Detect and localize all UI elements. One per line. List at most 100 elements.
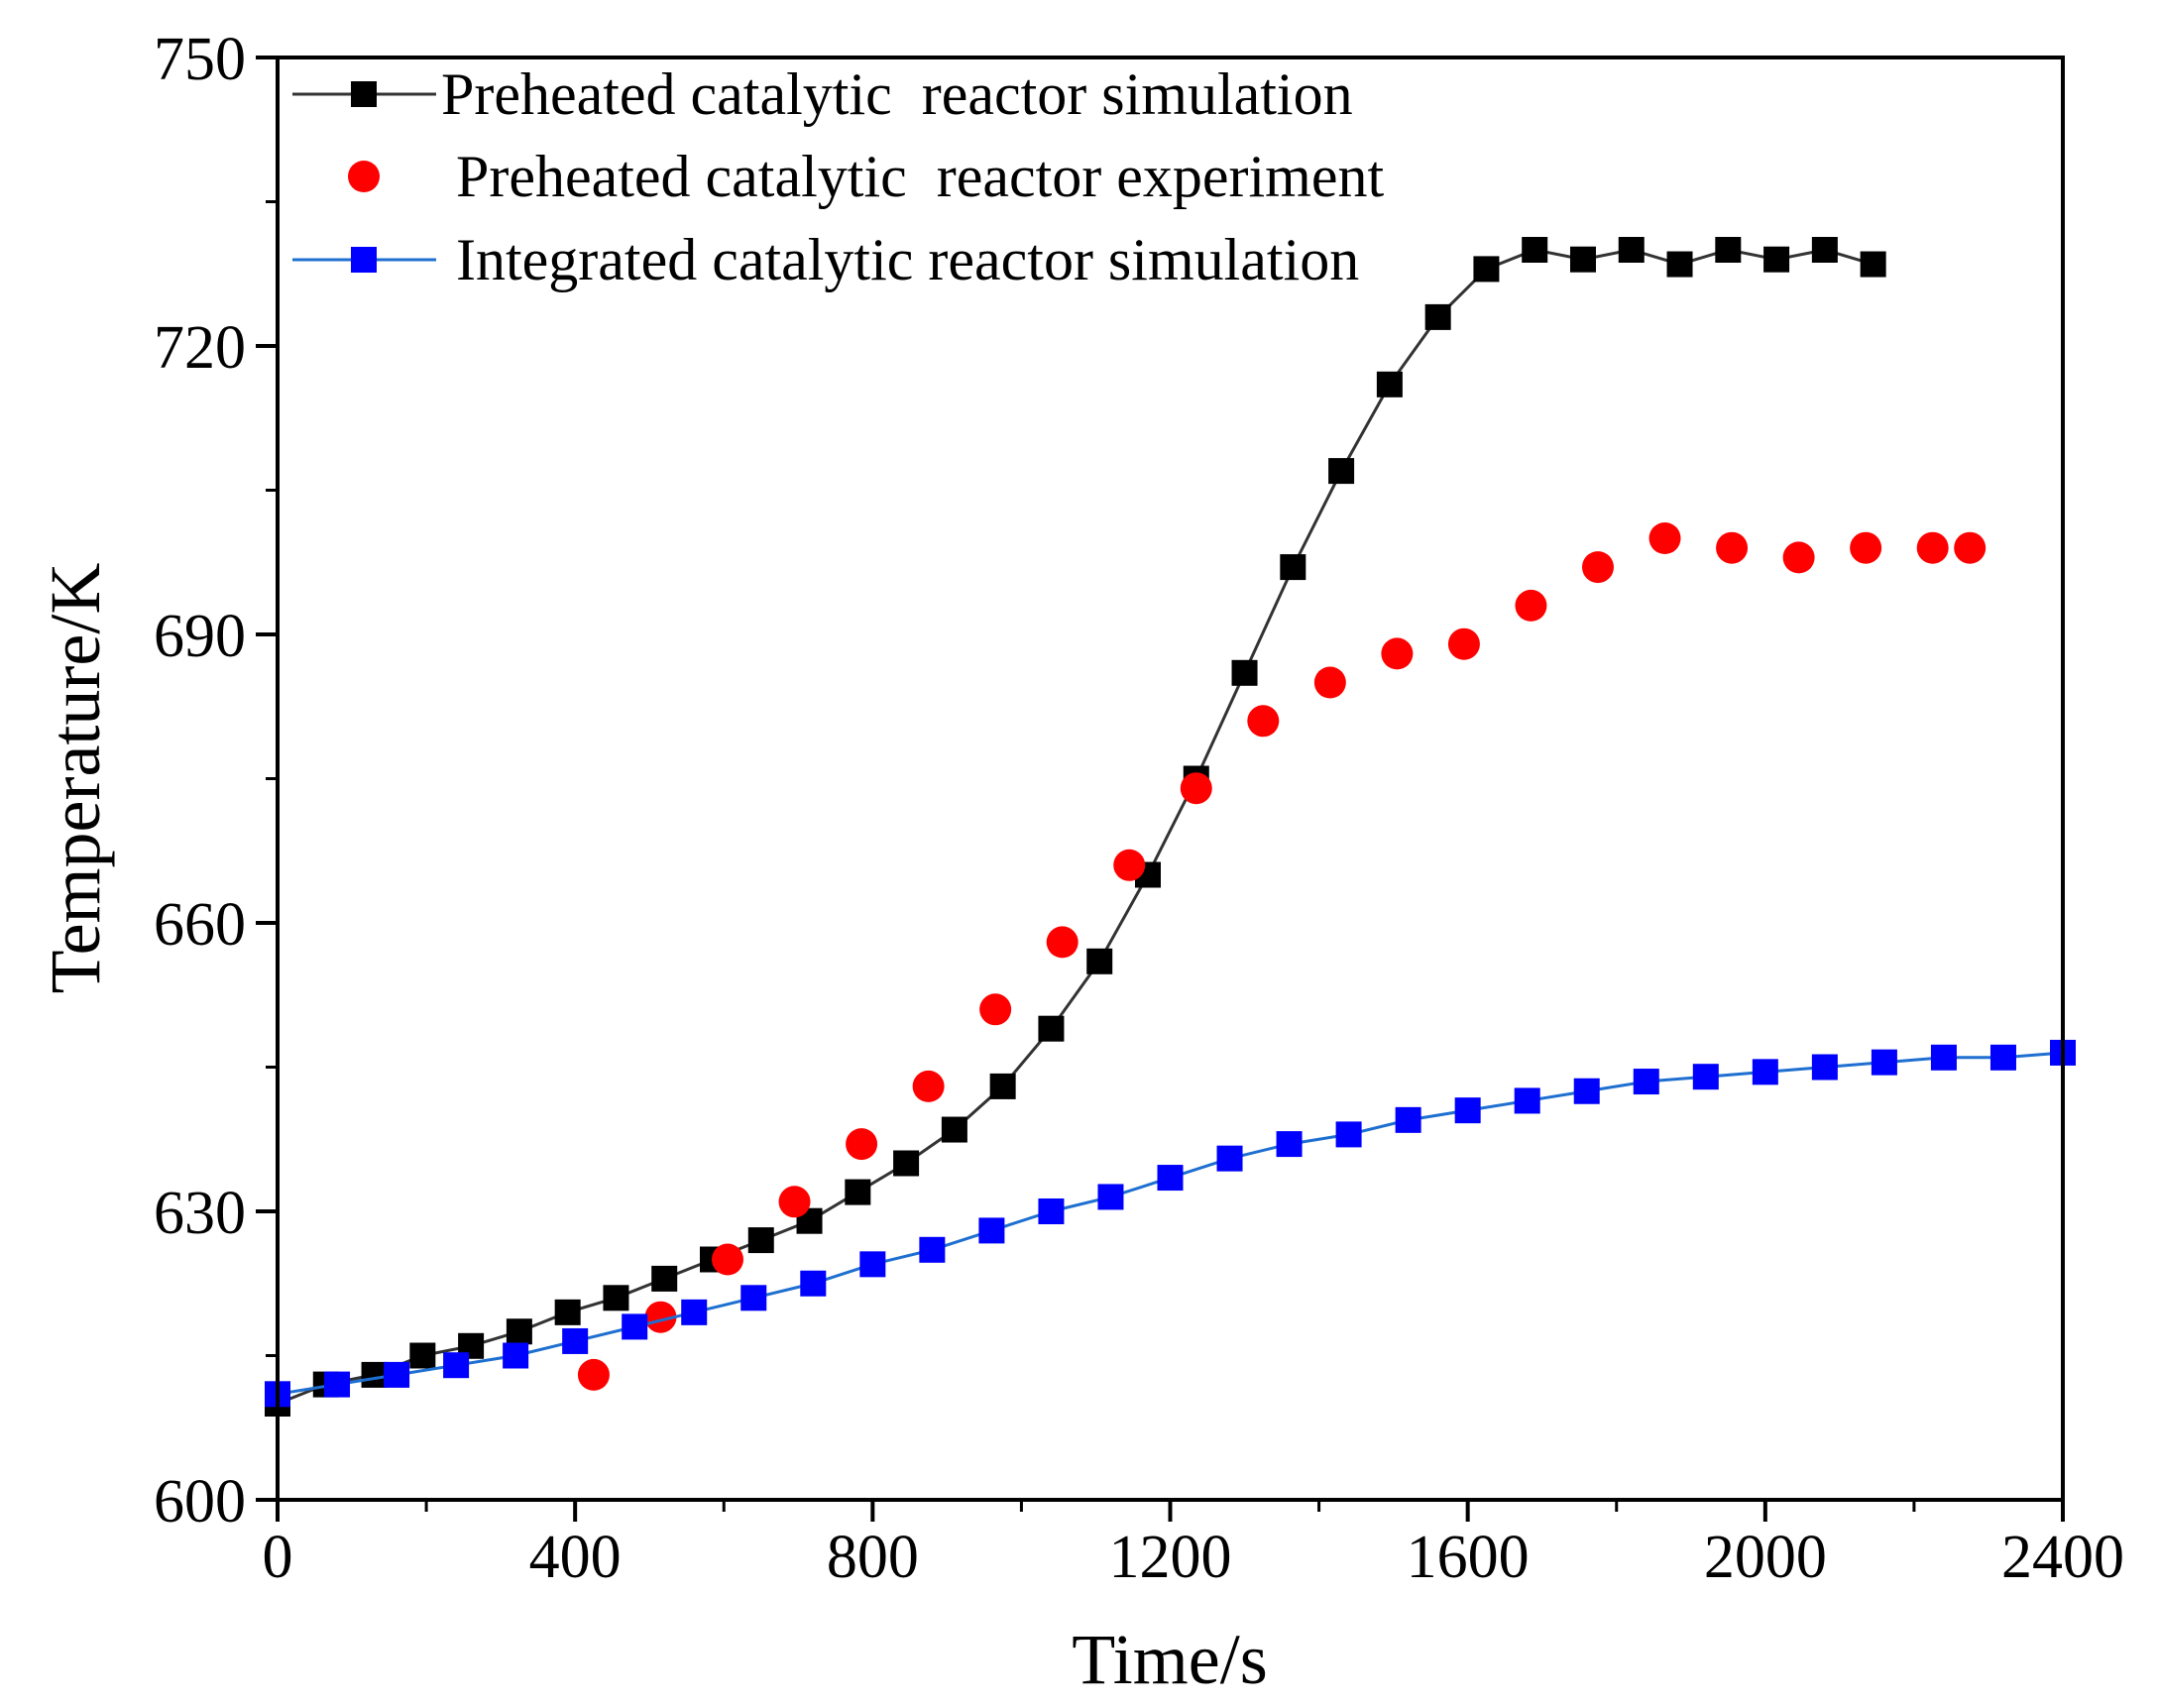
data-point [1038,1015,1065,1042]
data-point [1715,237,1742,263]
data-point [603,1285,629,1311]
data-point [1376,371,1403,398]
data-point [912,1070,945,1102]
data-point [1113,849,1146,881]
data-point [800,1270,827,1297]
data-point [1716,531,1749,564]
x-axis-label: Time/s [1072,1620,1267,1699]
data-point [747,1227,774,1254]
data-point [409,1342,436,1369]
data-point [1522,237,1548,263]
data-point [554,1299,581,1325]
data-point [1860,251,1886,278]
data-point [1216,1145,1243,1172]
legend-label: Preheated catalytic reactor experiment [456,144,1384,209]
legend: Preheated catalytic reactor simulation Pr… [292,61,1384,292]
data-point [1276,1131,1303,1158]
data-point [1633,1069,1659,1095]
data-point [846,1128,878,1161]
data-point [1648,522,1681,554]
legend-item: Preheated catalytic reactor experiment [348,144,1384,209]
y-axis-label: Temperature/K [36,563,115,994]
data-point [1752,1059,1778,1085]
y-tick-label: 750 [154,26,246,93]
x-tick-label: 2000 [1704,1524,1827,1591]
data-point [644,1301,677,1333]
data-point [1666,251,1693,278]
data-point [324,1371,351,1398]
y-tick-label: 600 [154,1468,246,1536]
data-point [919,1236,946,1263]
data-point [622,1313,648,1340]
data-point [1313,666,1346,699]
data-point [1335,1121,1362,1148]
data-point [443,1352,470,1379]
data-point [1097,1184,1124,1210]
series-2 [265,1039,2076,1408]
legend-marker [351,247,377,273]
data-point [1454,1097,1481,1124]
data-point [1850,531,1882,564]
data-point [1395,1106,1421,1133]
data-point [506,1318,532,1345]
x-tick-label: 2400 [2001,1524,2124,1591]
data-point [1247,705,1280,738]
data-point [979,993,1012,1026]
data-point [577,1358,610,1391]
data-point [1180,772,1212,805]
series-1 [577,522,1987,1391]
data-point [893,1150,920,1177]
data-point [1157,1165,1184,1192]
data-point [1811,237,1838,263]
x-tick-label: 400 [529,1524,622,1591]
data-point [1989,1044,2016,1071]
data-point [1692,1064,1719,1090]
legend-label: Preheated catalytic reactor simulation [441,61,1353,127]
series-line [277,1051,2064,1396]
legend-marker [348,161,380,192]
data-point [1231,659,1258,686]
data-point [562,1327,589,1354]
data-point [845,1179,871,1205]
data-point [1954,531,1987,564]
data-point [1086,948,1113,974]
data-point [859,1251,886,1278]
data-point [1581,551,1614,584]
data-point [503,1342,529,1369]
y-axis: 600 630 660 690 720 750 [154,26,278,1536]
data-point [1930,1044,1957,1071]
data-point [1473,256,1500,283]
data-point [1280,554,1306,581]
data-point [1916,531,1949,564]
y-tick-label: 660 [154,891,246,959]
data-point [361,1361,388,1388]
data-point [384,1361,410,1388]
data-point [1038,1198,1065,1224]
data-point [1447,627,1480,660]
plot-content [265,237,2076,1417]
data-point [1424,303,1451,330]
y-tick-label: 690 [154,603,246,670]
data-point [778,1186,811,1218]
data-point [1515,589,1547,622]
data-point [978,1217,1005,1244]
data-point [1871,1049,1897,1076]
data-point [1618,237,1645,263]
data-point [681,1299,708,1325]
x-axis: 0 400 800 1200 1600 2000 2400 [263,1500,2124,1591]
series-line [277,248,1874,1406]
x-tick-label: 800 [827,1524,919,1591]
legend-item: Preheated catalytic reactor simulation [292,61,1353,127]
data-point [712,1243,744,1276]
data-point [740,1285,767,1311]
data-point [651,1265,678,1292]
data-point [1381,637,1414,670]
data-point [1573,1078,1600,1104]
data-point [941,1116,967,1143]
data-point [989,1073,1016,1099]
data-point [1782,541,1815,574]
series-0 [265,237,1886,1417]
data-point [1569,246,1596,273]
y-tick-label: 720 [154,314,246,382]
